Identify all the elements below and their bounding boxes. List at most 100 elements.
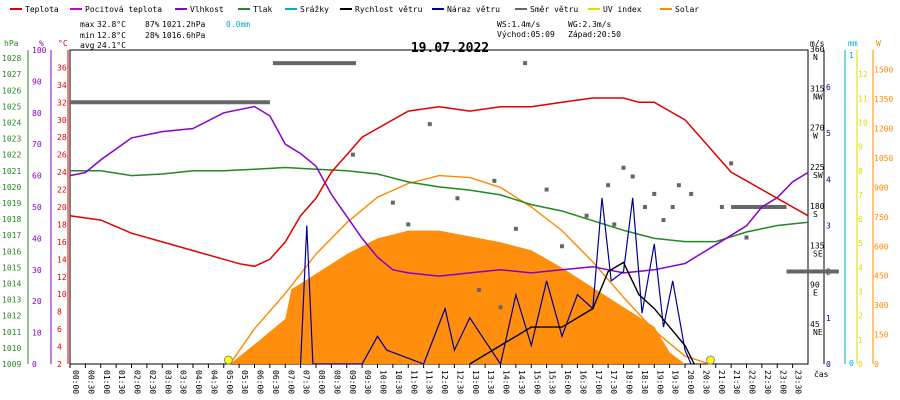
- hpa-tick-label: 1023: [2, 135, 21, 144]
- x-tick-label: 01:00: [102, 370, 111, 394]
- hpa-tick-label: 1026: [2, 86, 21, 95]
- x-tick-label: 22:30: [763, 370, 772, 394]
- w-tick-label: 1050: [874, 154, 893, 163]
- hpa-tick-label: 1028: [2, 54, 21, 63]
- mm-tick-label: 1: [849, 51, 854, 60]
- x-tick-label: 03:00: [163, 370, 172, 394]
- hpa-tick-label: 1027: [2, 70, 21, 79]
- dir-tick-label: N: [813, 53, 818, 62]
- x-tick-label: 19:30: [671, 370, 680, 394]
- x-tick-label: 15:30: [548, 370, 557, 394]
- temp-tick-label: 34: [57, 81, 67, 90]
- temp-tick-label: 12: [57, 273, 67, 282]
- x-tick-label: 01:30: [117, 370, 126, 394]
- dir-tick-label: 180: [810, 202, 825, 211]
- uv-tick-label: 9: [858, 143, 863, 152]
- wind-direction-point: [476, 287, 481, 292]
- temp-tick-label: 22: [57, 186, 67, 195]
- mm-unit-label: mm: [848, 39, 858, 48]
- pct-tick-label: 30: [32, 266, 42, 275]
- x-tick-label: 06:00: [256, 370, 265, 394]
- uv-tick-label: 6: [858, 215, 863, 224]
- hpa-unit-label: hPa: [4, 39, 19, 48]
- wind-direction-point: [560, 244, 564, 249]
- pct-tick-label: 40: [32, 234, 42, 243]
- x-tick-label: 05:00: [225, 370, 234, 394]
- dir-tick-label: SW: [813, 171, 823, 180]
- pct-tick-label: 0: [32, 360, 37, 369]
- pct-tick-label: 10: [32, 329, 42, 338]
- temp-unit-label: °C: [58, 39, 68, 48]
- x-tick-label: 08:00: [317, 370, 326, 394]
- pressure-line: [70, 166, 809, 243]
- wind-direction-point: [390, 200, 395, 205]
- x-tick-label: 04:00: [194, 370, 203, 394]
- legend-label: Solar: [675, 5, 699, 14]
- w-tick-label: 900: [874, 183, 889, 192]
- x-tick-label: 22:00: [748, 370, 757, 394]
- temp-tick-label: 24: [57, 168, 67, 177]
- x-tick-label: 12:00: [440, 370, 449, 394]
- solar-theory-line: [229, 174, 710, 365]
- w-tick-label: 300: [874, 301, 889, 310]
- legend-label: Směr větru: [530, 5, 578, 14]
- pct-tick-label: 60: [32, 172, 42, 181]
- pct-unit-label: %: [39, 39, 44, 48]
- temp-tick-label: 4: [57, 343, 62, 352]
- hpa-tick-label: 1010: [2, 344, 21, 353]
- x-tick-label: 23:30: [794, 370, 803, 394]
- temp-tick-label: 26: [57, 151, 67, 160]
- ms-unit-label: m/s: [810, 39, 825, 48]
- x-tick-label: 21:30: [732, 370, 741, 394]
- uv-tick-label: 12: [858, 70, 868, 79]
- chart-title: 19.07.2022: [411, 41, 489, 56]
- uv-tick-label: 2: [858, 312, 863, 321]
- temp-tick-label: 28: [57, 133, 67, 142]
- x-tick-label: 13:00: [471, 370, 480, 394]
- temp-tick-label: 6: [57, 325, 62, 334]
- stats-block: max 32.8°C 87% 1021.2hPa 0.0mm min 12.8°…: [80, 20, 621, 50]
- legend-label: Náraz větru: [447, 5, 500, 14]
- stat-avg-temp: 24.1°C: [97, 41, 126, 50]
- dir-tick-label: 135: [810, 241, 825, 250]
- ms-tick-label: 6: [826, 83, 831, 92]
- uv-tick-label: 10: [858, 118, 868, 127]
- wind-direction-point: [455, 196, 460, 201]
- dir-tick-label: 45: [810, 320, 820, 329]
- w-tick-label: 1350: [874, 95, 893, 104]
- temp-tick-label: 18: [57, 220, 67, 229]
- legend-label: Rychlost větru: [355, 5, 423, 14]
- x-tick-label: 20:00: [686, 370, 695, 394]
- stat-max-press: 1021.2hPa: [162, 20, 206, 29]
- hpa-tick-label: 1011: [2, 328, 21, 337]
- x-tick-label: 10:30: [394, 370, 403, 394]
- x-tick-label: 14:00: [502, 370, 511, 394]
- x-tick-label: 02:30: [148, 370, 157, 394]
- humidity-line: [69, 105, 809, 277]
- ms-tick-label: 1: [826, 314, 831, 323]
- stat-avg: avg: [80, 41, 95, 50]
- temp-tick-label: 16: [57, 238, 67, 247]
- hpa-tick-label: 1025: [2, 102, 21, 111]
- dir-tick-label: 270: [810, 124, 825, 133]
- x-tick-label: 06:30: [271, 370, 280, 394]
- temp-tick-label: 10: [57, 290, 67, 299]
- stat-sunrise: Východ:05:09: [497, 30, 555, 39]
- temp-tick-label: 36: [57, 63, 67, 72]
- uv-tick-label: 7: [858, 191, 863, 200]
- x-tick-label: 20:30: [701, 370, 710, 394]
- wind-direction-point: [689, 191, 694, 196]
- x-tick-label: 18:00: [625, 370, 634, 394]
- temp-tick-label: 2: [57, 360, 62, 369]
- x-tick-label: 18:30: [640, 370, 649, 394]
- uv-tick-label: 3: [858, 288, 863, 297]
- wind-gust-line: [300, 197, 692, 366]
- hpa-tick-label: 1013: [2, 296, 21, 305]
- temp-tick-label: 30: [57, 116, 67, 125]
- hpa-tick-label: 1012: [2, 312, 21, 321]
- stat-max-rain: 0.0mm: [226, 20, 250, 29]
- ms-tick-label: 3: [826, 221, 831, 230]
- stat-max: max: [80, 20, 95, 29]
- wind-direction-point: [621, 165, 626, 170]
- w-tick-label: 1500: [874, 66, 893, 75]
